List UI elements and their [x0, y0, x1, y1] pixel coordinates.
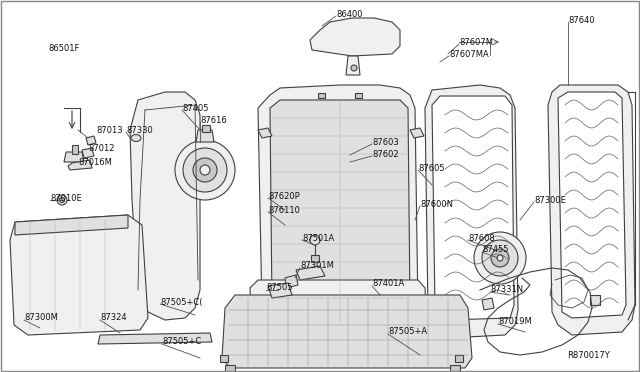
- Circle shape: [491, 249, 509, 267]
- Polygon shape: [222, 295, 472, 368]
- Text: 87016M: 87016M: [78, 157, 112, 167]
- Circle shape: [175, 140, 235, 200]
- Polygon shape: [355, 93, 362, 98]
- Polygon shape: [346, 56, 360, 75]
- Polygon shape: [432, 96, 514, 320]
- Polygon shape: [202, 125, 210, 132]
- Polygon shape: [296, 266, 325, 280]
- Text: 87505+C(: 87505+C(: [160, 298, 202, 307]
- Polygon shape: [98, 333, 212, 344]
- Circle shape: [310, 235, 320, 245]
- Circle shape: [200, 165, 210, 175]
- Text: 87607MA: 87607MA: [449, 49, 489, 58]
- Circle shape: [482, 240, 518, 276]
- Text: 86400: 86400: [336, 10, 362, 19]
- Text: 87013: 87013: [96, 125, 123, 135]
- Circle shape: [57, 195, 67, 205]
- Text: 87324: 87324: [100, 314, 127, 323]
- Polygon shape: [68, 160, 92, 170]
- Text: 87505+A: 87505+A: [388, 327, 427, 337]
- Text: 87300E: 87300E: [534, 196, 566, 205]
- Text: 86501F: 86501F: [48, 44, 79, 52]
- Ellipse shape: [131, 135, 141, 141]
- Polygon shape: [258, 128, 272, 138]
- Text: 876110: 876110: [268, 205, 300, 215]
- Circle shape: [497, 255, 503, 261]
- Polygon shape: [15, 215, 128, 235]
- Text: 87608: 87608: [468, 234, 495, 243]
- Polygon shape: [268, 283, 292, 298]
- Polygon shape: [270, 100, 410, 323]
- Polygon shape: [450, 365, 460, 372]
- Polygon shape: [258, 85, 418, 338]
- Polygon shape: [318, 93, 325, 98]
- Polygon shape: [590, 295, 600, 305]
- Text: 87602: 87602: [372, 150, 399, 158]
- Text: 87603: 87603: [372, 138, 399, 147]
- Text: 87607M: 87607M: [459, 38, 493, 46]
- Text: 87640: 87640: [568, 16, 595, 25]
- Text: 87301M: 87301M: [300, 262, 334, 270]
- Text: 87010E: 87010E: [50, 193, 82, 202]
- Polygon shape: [548, 85, 635, 335]
- Polygon shape: [86, 136, 96, 145]
- Text: 87330: 87330: [126, 125, 153, 135]
- Text: 87300M: 87300M: [24, 314, 58, 323]
- Polygon shape: [64, 152, 84, 162]
- Text: 87605: 87605: [418, 164, 445, 173]
- Text: R870017Y: R870017Y: [567, 350, 610, 359]
- Polygon shape: [250, 280, 428, 348]
- Text: 87405: 87405: [182, 103, 209, 112]
- Polygon shape: [410, 128, 424, 138]
- Polygon shape: [558, 92, 626, 318]
- Polygon shape: [220, 355, 228, 362]
- Text: 87401A: 87401A: [372, 279, 404, 289]
- Polygon shape: [482, 298, 494, 310]
- Polygon shape: [311, 255, 319, 262]
- Text: 87505: 87505: [266, 283, 292, 292]
- Text: 87012: 87012: [88, 144, 115, 153]
- Polygon shape: [82, 148, 94, 158]
- Polygon shape: [130, 92, 200, 320]
- Circle shape: [183, 148, 227, 192]
- Text: 87455: 87455: [482, 246, 509, 254]
- Polygon shape: [196, 130, 214, 142]
- Polygon shape: [10, 215, 148, 335]
- Polygon shape: [455, 355, 463, 362]
- Polygon shape: [72, 145, 78, 154]
- Circle shape: [351, 65, 357, 71]
- Text: 87505+C: 87505+C: [162, 337, 201, 346]
- Text: 87501A: 87501A: [302, 234, 334, 243]
- Text: 87600N: 87600N: [420, 199, 453, 208]
- Polygon shape: [425, 85, 518, 338]
- Text: 87620P: 87620P: [268, 192, 300, 201]
- Polygon shape: [310, 18, 400, 56]
- Text: 87331N: 87331N: [490, 285, 523, 295]
- Text: 87019M: 87019M: [498, 317, 532, 327]
- Circle shape: [193, 158, 217, 182]
- Text: 87616: 87616: [200, 115, 227, 125]
- Polygon shape: [225, 365, 235, 372]
- Circle shape: [60, 198, 65, 202]
- Circle shape: [474, 232, 526, 284]
- Polygon shape: [285, 275, 298, 288]
